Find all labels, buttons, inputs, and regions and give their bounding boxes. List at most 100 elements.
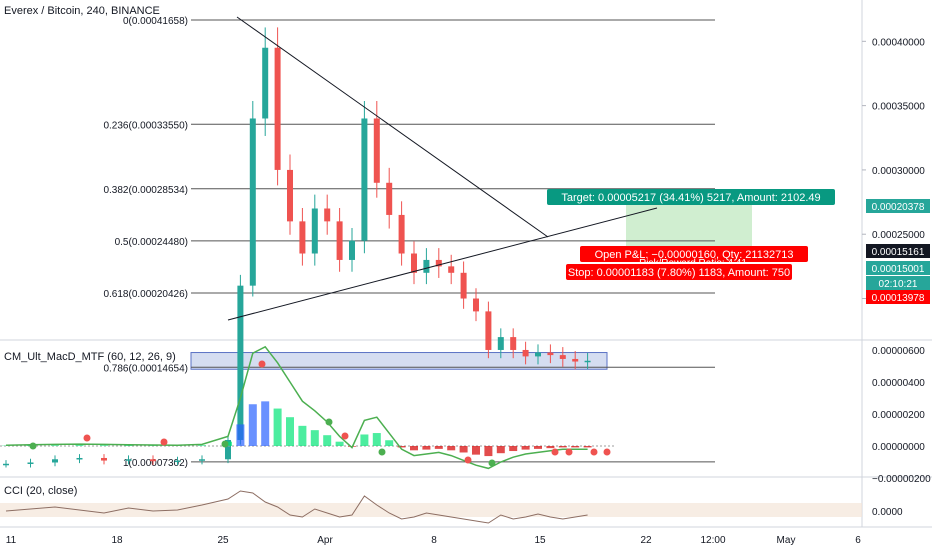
macd-histogram-bar [261, 401, 269, 446]
price-axis-label: 0.00040000 [872, 37, 925, 48]
macd-histogram-bar [472, 446, 480, 455]
target-label: Target: 0.00005217 (34.41%) 5217, Amount… [561, 192, 820, 204]
macd-histogram-bar [100, 445, 108, 446]
macd-histogram-bar [373, 433, 381, 446]
macd-title: CM_Ult_MacD_MTF (60, 12, 26, 9) [4, 351, 176, 363]
candle [175, 461, 181, 463]
price-axis-label: 0.00025000 [872, 230, 925, 241]
candle [312, 209, 318, 254]
fib-level-label: 0.382(0.00028534) [103, 185, 188, 196]
support-zone[interactable] [191, 353, 607, 370]
macd-cross-dot [326, 419, 333, 426]
macd-cross-dot [489, 460, 496, 467]
candle [535, 353, 541, 357]
candle [560, 355, 566, 359]
macd-histogram-bar [125, 445, 133, 446]
macd-axis-label: 0.00000400 [872, 378, 925, 389]
cci-title: CCI (20, close) [4, 485, 77, 497]
candle [275, 48, 281, 170]
macd-histogram-bar [76, 445, 84, 446]
macd-histogram-bar [298, 426, 306, 446]
macd-histogram-bar [559, 446, 567, 447]
candle [485, 311, 491, 350]
macd-histogram-bar [360, 434, 368, 446]
macd-histogram-bar [484, 446, 492, 456]
macd-axis-label: 0.00000000 [872, 442, 925, 453]
time-axis-label: 18 [111, 535, 123, 546]
macd-cross-dot [342, 433, 349, 440]
macd-histogram-bar [286, 417, 294, 446]
macd-histogram-bar [534, 446, 542, 449]
candle [199, 459, 205, 461]
fib-level-label: 0.236(0.00033550) [103, 120, 188, 131]
candle [337, 221, 343, 260]
time-axis-label: 25 [217, 535, 229, 546]
candle [572, 359, 578, 362]
price-axis-label: 0.00030000 [872, 166, 925, 177]
candle [386, 183, 392, 215]
price-tag: 0.00013978 [872, 293, 925, 304]
candle [77, 458, 83, 460]
macd-cross-dot [259, 361, 266, 368]
macd-cross-dot [30, 443, 37, 450]
macd-histogram-bar [435, 446, 443, 449]
fib-level-label: 0(0.00041658) [123, 16, 188, 27]
macd-cross-dot [222, 441, 229, 448]
macd-histogram-bar [509, 446, 517, 451]
candle [374, 118, 380, 182]
time-axis-label: 12:00 [700, 535, 725, 546]
candle [585, 361, 591, 363]
candle [510, 337, 516, 350]
candle [423, 260, 429, 273]
macd-cross-dot [84, 435, 91, 442]
candle [498, 337, 504, 350]
stop-label: Stop: 0.00001183 (7.80%) 1183, Amount: 7… [568, 267, 790, 279]
macd-histogram-bar [236, 424, 244, 446]
time-axis-label: 22 [640, 535, 652, 546]
macd-cross-dot [591, 449, 598, 456]
candle [547, 353, 553, 356]
candle [411, 254, 417, 273]
candle [52, 459, 58, 462]
candle [287, 170, 293, 221]
macd-histogram-bar [571, 446, 579, 447]
fibonacci-retracement[interactable]: 0(0.00041658) 0.236(0.00033550) 0.382(0.00… [103, 16, 715, 469]
macd-axis-label: 0.00000200 [872, 410, 925, 421]
macd-cross-dot [566, 449, 573, 456]
price-tag: 0.00015001 [872, 264, 925, 275]
candle [361, 118, 367, 240]
candle [399, 215, 405, 254]
candle [461, 273, 467, 299]
macd-histogram-bar [447, 446, 455, 450]
macd-cross-dot [161, 439, 168, 446]
time-axis-label: Apr [317, 535, 333, 546]
candle [262, 48, 268, 119]
macd-histogram-bar [497, 446, 505, 453]
macd-histogram-bar [198, 445, 206, 446]
macd-histogram-bar [546, 446, 554, 448]
macd-histogram-bar [460, 446, 468, 452]
fib-level-label: 0.618(0.00020426) [103, 289, 188, 300]
macd-histogram-bar [422, 446, 430, 450]
candlestick-series [3, 27, 591, 467]
candle [523, 350, 529, 356]
macd-histogram-bar [51, 445, 59, 446]
price-tag: 0.00015161 [872, 247, 925, 258]
macd-cross-dot [604, 449, 611, 456]
candle [349, 241, 355, 260]
macd-histogram-bar [410, 446, 418, 450]
time-axis-label: May [777, 535, 796, 546]
macd-histogram-bar [323, 435, 331, 446]
candle [237, 286, 243, 440]
price-tag: 0.00020378 [872, 202, 925, 213]
cci-band [0, 503, 862, 517]
candle [324, 209, 330, 222]
price-tags: 0.000203780.000151610.0001500102:10:210.… [866, 199, 930, 304]
macd-histogram-bar [274, 409, 282, 446]
candle [101, 458, 107, 461]
chart-title: Everex / Bitcoin, 240, BINANCE [4, 5, 160, 17]
cci-pane: 0.0000 [0, 491, 903, 523]
